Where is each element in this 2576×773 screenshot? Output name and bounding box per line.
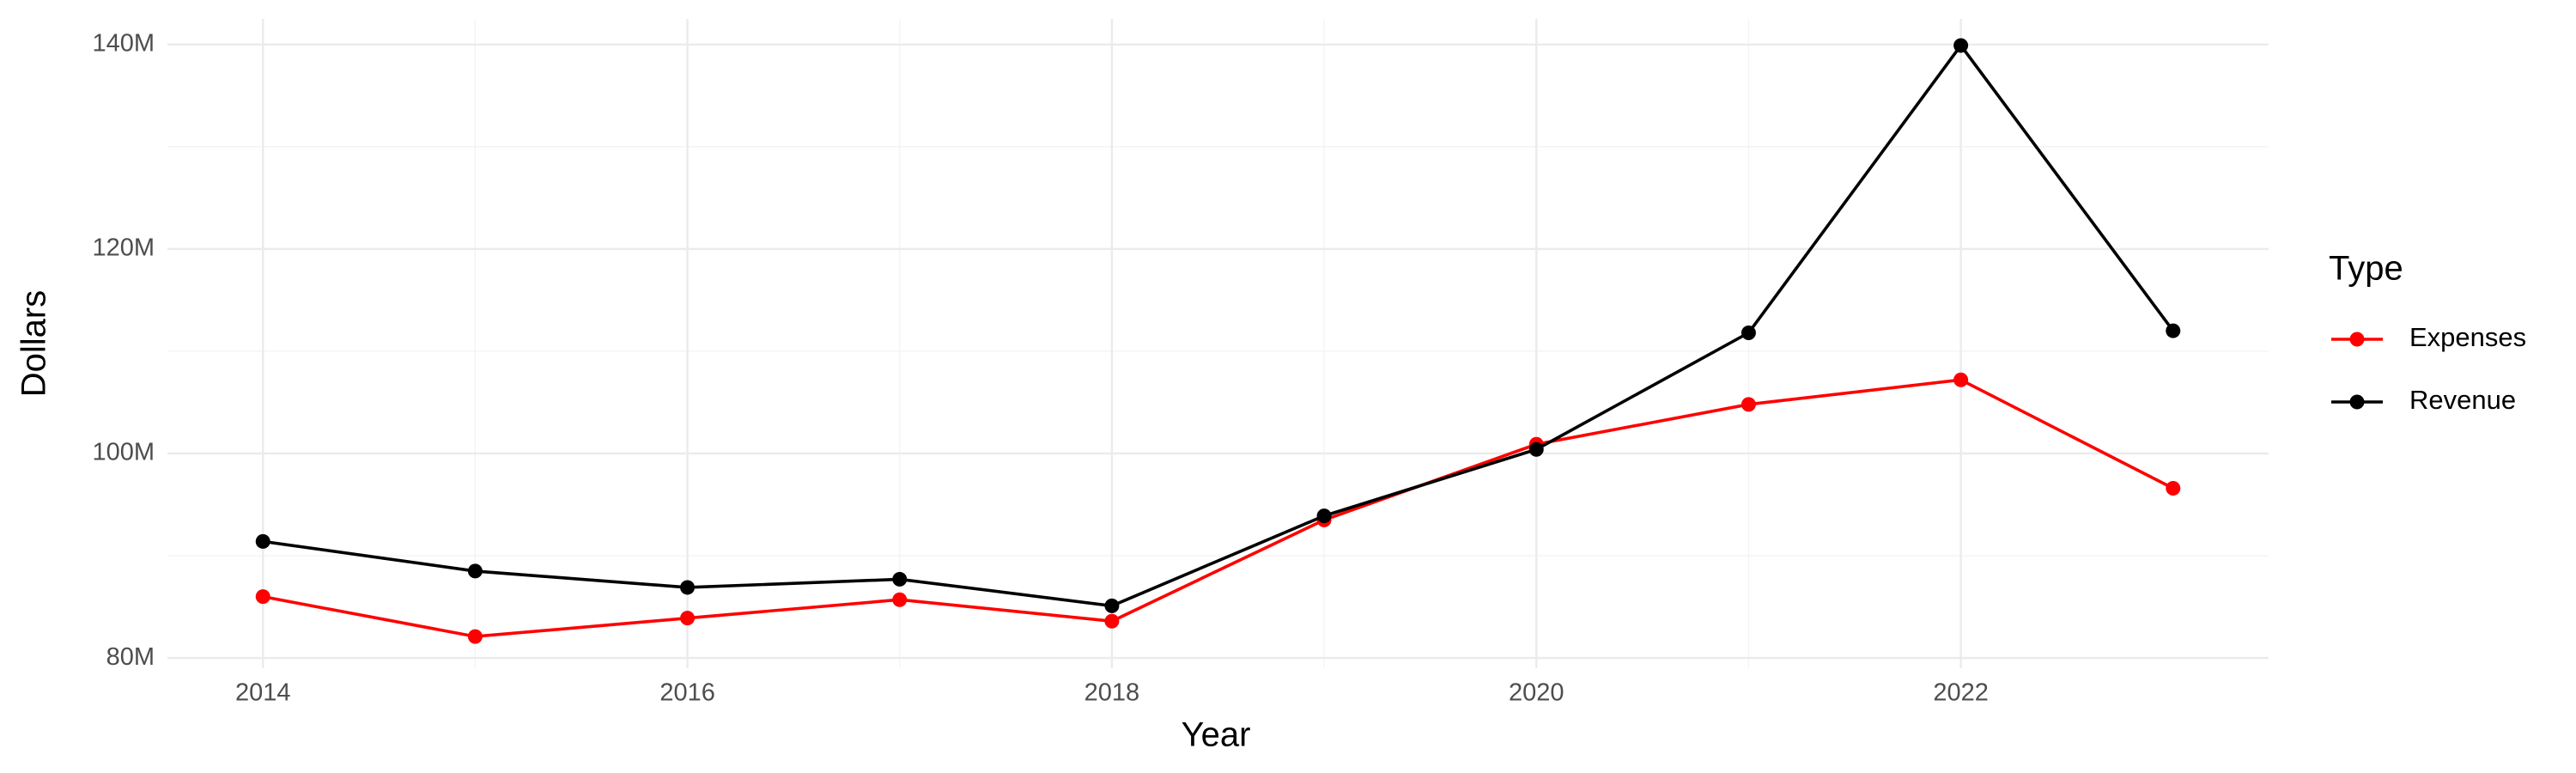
data-point — [1316, 508, 1332, 524]
data-point — [680, 611, 696, 626]
series-line — [262, 42, 2175, 608]
x-tick-label: 2020 — [1509, 679, 1564, 707]
x-tick-label: 2018 — [1084, 679, 1140, 707]
x-tick-label: 2014 — [235, 679, 291, 707]
data-point — [1741, 397, 1756, 412]
data-point — [255, 533, 270, 549]
legend-title: Type — [2329, 250, 2403, 288]
data-point — [2166, 480, 2181, 496]
data-point — [467, 629, 483, 644]
y-tick-label: 100M — [92, 439, 155, 466]
y-tick-label: 120M — [92, 234, 155, 262]
data-point — [892, 571, 908, 587]
legend-key-point — [2349, 394, 2365, 410]
data-point — [1953, 38, 1969, 53]
legend-key-point — [2349, 332, 2365, 347]
y-axis-title: Dollars — [15, 290, 53, 397]
x-axis-title: Year — [1182, 716, 1251, 754]
x-tick-label: 2016 — [659, 679, 715, 707]
legend-label: Revenue — [2409, 385, 2516, 415]
data-point — [1741, 325, 1756, 340]
legend-label: Expenses — [2409, 322, 2526, 352]
data-point — [2166, 323, 2181, 338]
data-point — [680, 580, 696, 595]
data-point — [1528, 441, 1544, 457]
data-point — [255, 589, 270, 605]
data-point — [1104, 613, 1120, 629]
data-point — [1953, 372, 1969, 387]
y-tick-label: 80M — [106, 643, 155, 671]
data-point — [1104, 598, 1120, 613]
x-tick-label: 2022 — [1933, 679, 1989, 707]
y-tick-label: 140M — [92, 29, 155, 57]
data-point — [892, 592, 908, 607]
data-point — [467, 563, 483, 579]
grid — [167, 19, 2269, 668]
series-line — [262, 378, 2174, 638]
